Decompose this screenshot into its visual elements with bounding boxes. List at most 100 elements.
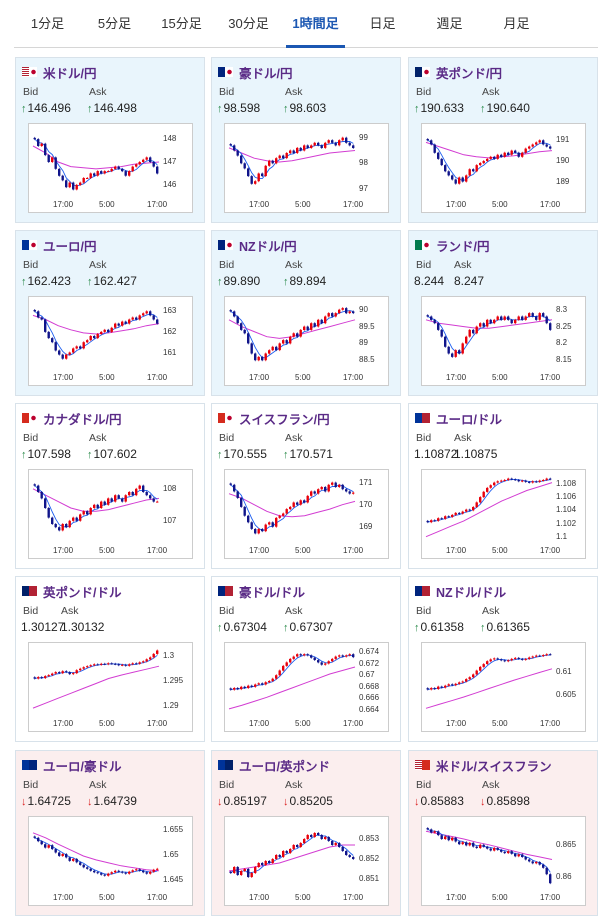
- price-chart[interactable]: 171 170 169 17:00 5:00 17:00: [224, 469, 389, 559]
- pair-card[interactable]: ユーロ/円 Bid Ask ↑162.423 ↑162.427 163 162 16…: [15, 230, 205, 396]
- candle-body: [292, 845, 295, 849]
- candle-body: [447, 836, 450, 841]
- candle-body: [475, 165, 478, 172]
- tab-0[interactable]: 1分足: [30, 16, 65, 31]
- price-chart[interactable]: 0.61 0.605 17:00 5:00 17:00: [421, 642, 586, 732]
- candle-body: [243, 686, 246, 688]
- candle-body: [524, 480, 527, 482]
- pair-title-link[interactable]: 豪ドル/ドル: [218, 582, 305, 600]
- candle-body: [451, 514, 454, 517]
- candle-body: [33, 137, 36, 140]
- pair-title-link[interactable]: ユーロ/英ポンド: [218, 756, 330, 774]
- candle-body: [486, 158, 489, 161]
- tab-1[interactable]: 5分足: [97, 16, 132, 31]
- price-chart[interactable]: 8.3 8.25 8.2 8.15 17:00 5:00 17:00: [421, 296, 586, 386]
- pair-title-link[interactable]: 米ドル/円: [22, 63, 96, 81]
- candle-body: [103, 171, 106, 174]
- price-chart[interactable]: 99 98 97 17:00 5:00 17:00: [224, 123, 389, 213]
- candle-body: [514, 150, 517, 153]
- candle-body: [37, 139, 40, 146]
- y-tick-label: 1.29: [163, 700, 179, 710]
- pair-card[interactable]: 豪ドル/円 Bid Ask ↑98.598 ↑98.603 99 98 97 17:0…: [211, 57, 401, 223]
- candle-body: [310, 323, 313, 330]
- pair-title-link[interactable]: NZドル/円: [218, 236, 297, 254]
- candle-body: [110, 663, 113, 665]
- pair-title-link[interactable]: カナダドル/円: [22, 409, 121, 427]
- pair-card[interactable]: NZドル/円 Bid Ask ↑89.890 ↑89.894 90 89.5 89 8…: [211, 230, 401, 396]
- x-tick-label: 17:00: [540, 373, 561, 382]
- candle-body: [271, 160, 274, 164]
- long-ma-line: [32, 145, 160, 170]
- candle-body: [303, 145, 306, 151]
- bid-label: Bid: [416, 259, 432, 271]
- x-tick-label: 5:00: [295, 373, 311, 382]
- candle-body: [278, 515, 281, 518]
- bid-label: Bid: [23, 779, 39, 791]
- candle-body: [68, 352, 71, 355]
- ask-label: Ask: [89, 86, 107, 98]
- pair-card[interactable]: カナダドル/円 Bid Ask ↑107.598 ↑107.602 108 107…: [15, 403, 205, 569]
- price-chart[interactable]: 0.674 0.672 0.67 0.668 0.666 0.664 17:00 5:00 17…: [224, 642, 389, 732]
- flag-icon: [218, 67, 233, 77]
- pair-title-link[interactable]: 米ドル/スイスフラン: [415, 756, 552, 774]
- candle-body: [44, 143, 47, 156]
- candle-body: [440, 686, 443, 688]
- price-chart[interactable]: 1.3 1.295 1.29 17:00 5:00 17:00: [28, 642, 193, 732]
- pair-title-link[interactable]: 英ポンド/ドル: [22, 582, 121, 600]
- price-chart[interactable]: 191 190 189 17:00 5:00 17:00: [421, 123, 586, 213]
- pair-card[interactable]: 米ドル/円 Bid Ask ↑146.496 ↑146.498 148 147 14…: [15, 57, 205, 223]
- flag-icon: [22, 413, 37, 423]
- candle-body: [493, 482, 496, 486]
- pair-card[interactable]: ユーロ/ドル Bid Ask 1.10872 1.10875 1.108 1.10…: [408, 403, 598, 569]
- x-tick-label: 17:00: [446, 719, 467, 728]
- bid-number: 0.67304: [223, 620, 267, 634]
- pair-name: ユーロ/ドル: [436, 412, 502, 427]
- pair-title-link[interactable]: 英ポンド/円: [415, 63, 502, 81]
- pair-title-link[interactable]: ユーロ/円: [22, 236, 96, 254]
- price-chart[interactable]: 163 162 161 17:00 5:00 17:00: [28, 296, 193, 386]
- tab-4[interactable]: 1時間足: [282, 0, 349, 48]
- pair-card[interactable]: 豪ドル/ドル Bid Ask ↑0.67304 ↑0.67307 0.674 0.…: [211, 576, 401, 742]
- pair-title-link[interactable]: NZドル/ドル: [415, 582, 506, 600]
- candle-body: [44, 498, 47, 508]
- price-chart[interactable]: 0.853 0.852 0.851 17:00 5:00 17:00: [224, 816, 389, 906]
- tab-7[interactable]: 月足: [503, 16, 530, 31]
- long-ma-line: [228, 147, 356, 163]
- candlestick-svg: [32, 832, 160, 877]
- pair-card[interactable]: ユーロ/英ポンド Bid Ask ↓0.85197 ↓0.85205 0.853…: [211, 750, 401, 916]
- tab-5[interactable]: 日足: [369, 16, 396, 31]
- pair-title-link[interactable]: ユーロ/豪ドル: [22, 756, 121, 774]
- tab-3[interactable]: 30分足: [228, 16, 269, 31]
- pair-title-link[interactable]: ランド/円: [415, 236, 489, 254]
- tab-6[interactable]: 週足: [436, 16, 463, 31]
- price-chart[interactable]: 0.865 0.86 17:00 5:00 17:00: [421, 816, 586, 906]
- pair-card[interactable]: ユーロ/豪ドル Bid Ask ↓1.64725 ↓1.64739 1.655 1…: [15, 750, 205, 916]
- candle-body: [149, 311, 152, 316]
- short-ma-line: [230, 310, 354, 359]
- y-tick-label: 1.1: [556, 531, 568, 541]
- candle-body: [114, 870, 117, 873]
- pair-title-link[interactable]: 豪ドル/円: [218, 63, 292, 81]
- candle-body: [496, 481, 499, 483]
- pair-card[interactable]: 英ポンド/円 Bid Ask ↑190.633 ↑190.640 191 190 1…: [408, 57, 598, 223]
- tab-2[interactable]: 15分足: [161, 16, 202, 31]
- candle-body: [338, 655, 341, 657]
- price-chart[interactable]: 1.655 1.65 1.645 17:00 5:00 17:00: [28, 816, 193, 906]
- pair-card[interactable]: 米ドル/スイスフラン Bid Ask ↓0.85883 ↓0.85898 0.8…: [408, 750, 598, 916]
- y-tick-label: 0.67: [359, 670, 375, 680]
- pair-card[interactable]: スイスフラン/円 Bid Ask ↑170.555 ↑170.571 171 17…: [211, 403, 401, 569]
- price-chart[interactable]: 148 147 146 17:00 5:00 17:00: [28, 123, 193, 213]
- pair-title-link[interactable]: ユーロ/ドル: [415, 409, 502, 427]
- price-chart[interactable]: 90 89.5 89 88.5 17:00 5:00 17:00: [224, 296, 389, 386]
- candle-body: [54, 849, 57, 853]
- pair-card[interactable]: NZドル/ドル Bid Ask ↑0.61358 ↑0.61365 0.61 0.…: [408, 576, 598, 742]
- candle-body: [135, 317, 138, 320]
- candle-body: [250, 522, 253, 529]
- price-chart[interactable]: 1.108 1.106 1.104 1.102 1.1 17:00 5:00 17:00: [421, 469, 586, 559]
- price-chart[interactable]: 108 107 17:00 5:00 17:00: [28, 469, 193, 559]
- x-tick-label: 5:00: [99, 373, 115, 382]
- pair-card[interactable]: 英ポンド/ドル Bid Ask 1.30127 1.30132 1.3 1.295…: [15, 576, 205, 742]
- candle-body: [124, 321, 127, 324]
- pair-card[interactable]: ランド/円 Bid Ask 8.244 8.247 8.3 8.25 8.2 8.15…: [408, 230, 598, 396]
- pair-title-link[interactable]: スイスフラン/円: [218, 409, 330, 427]
